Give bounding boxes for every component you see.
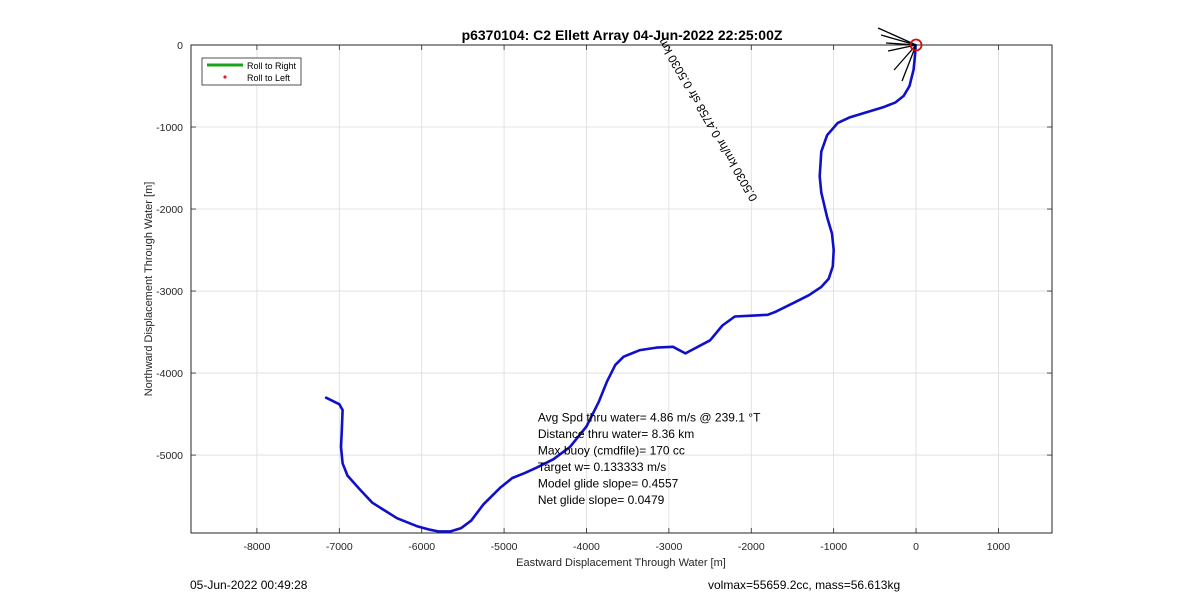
y-tick-label: -1000 [156,122,183,134]
y-axis-ticks: 0 -1000 -2000 -3000 -4000 -5000 [156,40,1052,462]
x-tick-label: 1000 [987,541,1011,553]
series-layer [324,27,923,533]
x-tick-label: -3000 [655,541,682,553]
stats-annotation-line: Max buoy (cmdfile)= 170 cc [538,443,685,457]
y-tick-label: -3000 [156,286,183,298]
annotation-layer: Avg Spd thru water= 4.86 m/s @ 239.1 °T D… [538,36,761,507]
x-tick-label: -7000 [326,541,353,553]
chart-title: p6370104: C2 Ellett Array 04-Jun-2022 22… [462,27,783,43]
legend: Roll to Right Roll to Left [201,57,302,86]
x-axis-label: Eastward Displacement Through Water [m] [516,557,726,569]
x-tick-label: -5000 [491,541,518,553]
stats-annotation-line: Target w= 0.133333 m/s [538,460,666,474]
start-marker-circle [909,38,923,52]
y-tick-label: -4000 [156,368,183,380]
x-tick-label: -2000 [738,541,765,553]
current-vector [901,44,917,82]
rotated-speed-annotation: 0.5030 km/hr 0.4758 sfr 0.5030 km [655,36,760,204]
stats-annotation-line: Model glide slope= 0.4557 [538,476,679,490]
x-axis-ticks: -8000 -7000 -6000 -5000 -4000 -3000 -2000 -1000… [243,45,1010,553]
plot-area [190,44,1053,534]
legend-box [201,57,302,86]
x-tick-label: 0 [913,541,919,553]
y-axis-label: Northward Displacement Through Water [m] [143,182,155,397]
series-line-track [324,43,917,533]
current-vector [877,27,917,46]
x-tick-label: -1000 [820,541,847,553]
legend-label-roll-left: Roll to Left [247,73,291,83]
legend-swatch-roll-left [223,75,227,79]
y-tick-label: -2000 [156,204,183,216]
footer-volmax-mass: volmax=55659.2cc, mass=56.613kg [708,578,901,592]
x-tick-label: -8000 [243,541,270,553]
stats-annotation-line: Avg Spd thru water= 4.86 m/s @ 239.1 °T [538,410,761,424]
stats-annotation-line: Distance thru water= 8.36 km [538,427,694,441]
stats-annotation-line: Net glide slope= 0.0479 [538,493,665,507]
footer-timestamp: 05-Jun-2022 00:49:28 [190,578,308,592]
y-tick-label: -5000 [156,450,183,462]
x-tick-label: -4000 [573,541,600,553]
x-tick-label: -6000 [408,541,435,553]
legend-label-roll-right: Roll to Right [247,61,297,71]
y-tick-label: 0 [177,40,183,52]
